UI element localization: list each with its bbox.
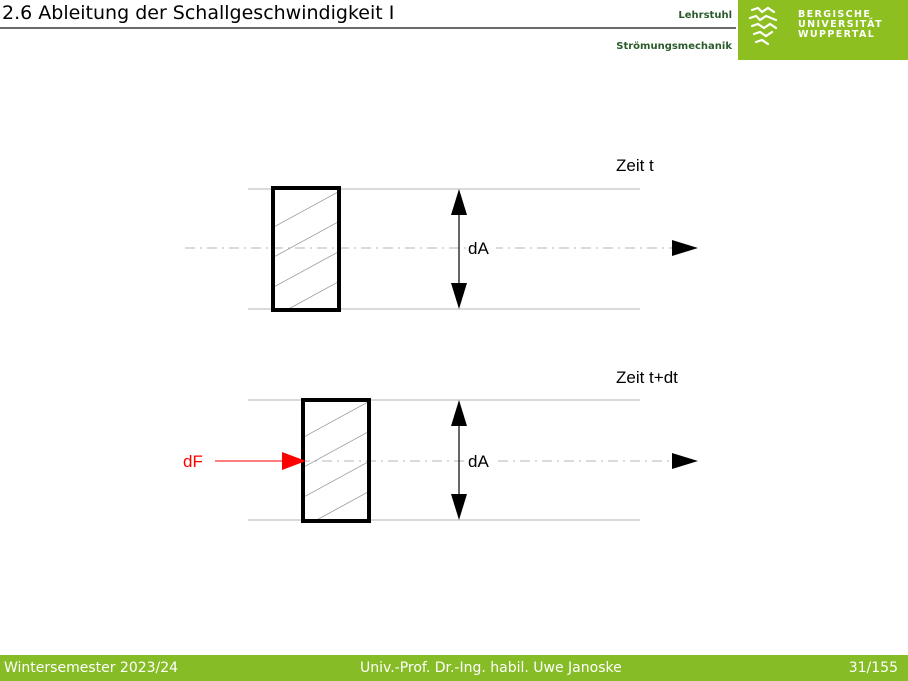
university-name-line1: BERGISCHE — [798, 9, 872, 20]
fluid-element — [271, 186, 341, 312]
university-name-line2: UNIVERSITÄT — [798, 19, 883, 30]
hatch-lines — [273, 190, 339, 310]
hatch-lines — [303, 400, 369, 521]
force-arrow-icon — [282, 452, 306, 470]
title-underline — [0, 27, 736, 29]
university-name-line3: WUPPERTAL — [798, 29, 876, 40]
chair-label-line1: Lehrstuhl — [678, 10, 732, 21]
panel-time-t: dA Zeit t — [185, 156, 698, 312]
force-label: dF — [183, 452, 203, 471]
area-arrow-down-icon — [451, 494, 467, 520]
area-arrow-up-icon — [451, 400, 467, 426]
university-name: BERGISCHE UNIVERSITÄT WUPPERTAL — [798, 10, 883, 40]
slide-footer: Wintersemester 2023/24 Univ.-Prof. Dr.-I… — [0, 655, 908, 681]
flow-direction-arrow-icon — [672, 453, 698, 469]
time-label: Zeit t — [616, 156, 654, 175]
footer-semester: Wintersemester 2023/24 — [4, 660, 179, 676]
chair-label-line2: Strömungsmechanik — [616, 41, 732, 52]
lion-emblem-icon — [748, 6, 778, 46]
area-arrow-up-icon — [451, 189, 467, 215]
footer-page-number: 31/155 — [848, 660, 898, 676]
slide-title: 2.6 Ableitung der Schallgeschwindigkeit … — [2, 2, 395, 24]
slide-header: 2.6 Ableitung der Schallgeschwindigkeit … — [0, 0, 908, 62]
area-label: dA — [468, 239, 489, 258]
university-logo: BERGISCHE UNIVERSITÄT WUPPERTAL — [738, 0, 908, 60]
footer-author: Univ.-Prof. Dr.-Ing. habil. Uwe Janoske — [360, 660, 622, 676]
area-label: dA — [468, 452, 489, 471]
area-arrow-down-icon — [451, 283, 467, 309]
panel-time-t-plus-dt: dF dA Zeit t+dt — [183, 368, 698, 523]
flow-direction-arrow-icon — [672, 240, 698, 256]
time-label: Zeit t+dt — [616, 368, 678, 387]
